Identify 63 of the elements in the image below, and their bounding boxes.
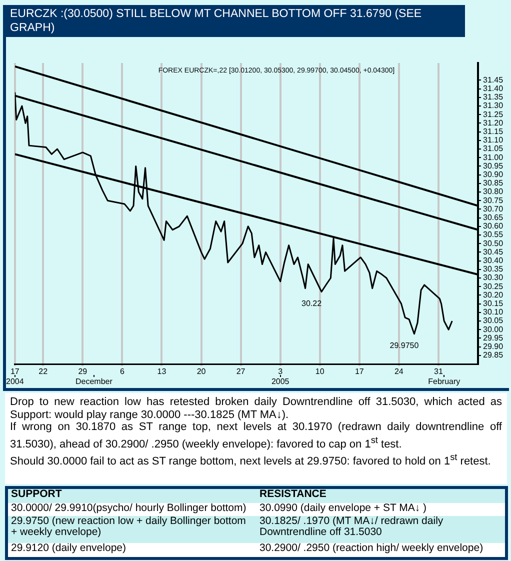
- text: 30.2900/ .2950 (reaction high/ weekly envelope): [256, 542, 506, 558]
- y-tick-label: 31.20: [483, 118, 504, 128]
- y-tick-label: 30.45: [483, 247, 504, 256]
- x2-tick-label: 2004: [6, 377, 24, 386]
- x-tick-label: 27: [236, 367, 246, 376]
- y-tick-label: 31.00: [483, 152, 504, 162]
- x-tick-label: 22: [38, 367, 48, 376]
- y-tick-label: 31.40: [483, 84, 504, 94]
- y-tick-label: 29.85: [483, 350, 504, 360]
- text: Drop to new reaction low has retested broken daily Downtrendline off 31.5030, which acted as Support: would play range 30.0000 ---30.1825 (MT MA↓).: [10, 396, 502, 421]
- text: RESISTANCE: [256, 488, 506, 503]
- y-tick-label: 30.35: [483, 264, 504, 274]
- y-tick-label: 31.45: [483, 75, 504, 84]
- y-tick-label: 30.15: [483, 299, 504, 308]
- y-tick-label: 30.55: [483, 230, 504, 240]
- x-tick-label: 6: [120, 367, 125, 376]
- y-tick-label: 29.95: [483, 333, 504, 342]
- y-tick-label: 29.90: [483, 342, 504, 352]
- y-tick-label: 30.75: [483, 196, 504, 205]
- chart-title: EURCZK :(30.0500) STILL BELOW MT CHANNEL BOTTOM OFF 31.6790 (SEE GRAPH): [5, 5, 465, 37]
- text: 29.9750 (new reaction low + daily Bollinger bottom + weekly envelope): [6, 515, 256, 544]
- y-tick-label: 30.25: [483, 282, 504, 291]
- x-tick-label: 3: [278, 367, 284, 376]
- x2-tick-label: December: [76, 377, 113, 386]
- y-tick-label: 30.70: [483, 204, 504, 214]
- y-tick-label: 30.10: [483, 308, 504, 317]
- y-tick-label: 30.90: [483, 170, 504, 180]
- x2-tick-label: February: [428, 377, 460, 386]
- x-tick-label: 17: [354, 367, 364, 376]
- y-tick-label: 31.15: [483, 127, 504, 136]
- y-tick-label: 31.10: [483, 136, 504, 145]
- text: 30.0990 (daily envelope + ST MA↓ ): [256, 502, 506, 516]
- y-tick-label: 30.95: [483, 161, 504, 170]
- y-tick-label: 30.20: [483, 290, 504, 300]
- x-tick-label: 31: [434, 367, 444, 376]
- text: 30.1825/ .1970 (MT MA↓/ redrawn daily Downtrendline off 31.5030: [256, 515, 506, 544]
- y-tick-label: 30.65: [483, 213, 504, 222]
- x-tick-label: 24: [394, 367, 404, 376]
- annotation: 29.9750: [390, 341, 420, 350]
- y-tick-label: 30.30: [483, 273, 504, 282]
- x-tick-label: 17: [10, 367, 20, 376]
- text: Should 30.0000 fail to act as ST range bottom, next levels at 29.9750: favored to hold on 1$^{st}$ retest.: [10, 450, 492, 468]
- y-tick-label: 30.85: [483, 178, 504, 188]
- text: 29.9120 (daily envelope): [6, 542, 256, 558]
- y-tick-label: 30.00: [483, 324, 504, 334]
- y-tick-label: 31.25: [483, 110, 504, 119]
- x2-tick-label: 2005: [271, 377, 290, 386]
- text: 30.0000/ 29.9910(psycho/ hourly Bollinger bottom): [6, 502, 256, 516]
- text: SUPPORT: [6, 488, 256, 503]
- y-tick-label: 30.05: [483, 316, 504, 326]
- y-tick-label: 30.60: [483, 222, 504, 231]
- y-tick-label: 30.40: [483, 256, 504, 266]
- x-tick-label: 29: [78, 367, 88, 376]
- text: If wrong on 30.1870 as ST range top, next levels at 30.1970 (redrawn daily downtrendline off 31.5030), ahead of 30.2900/ .2950 (weekly envelope): favored to cap on 1$^{st}$ test.: [10, 421, 502, 451]
- annotation: 30.22: [302, 298, 322, 308]
- x-tick-label: 20: [196, 367, 206, 376]
- y-tick-label: 30.80: [483, 187, 504, 196]
- y-tick-label: 31.30: [483, 101, 504, 110]
- x-tick-label: 13: [157, 367, 167, 376]
- y-tick-label: 31.05: [483, 144, 504, 154]
- y-tick-label: 30.50: [483, 238, 504, 248]
- y-tick-label: 31.35: [483, 92, 504, 102]
- x-tick-label: 10: [315, 367, 325, 376]
